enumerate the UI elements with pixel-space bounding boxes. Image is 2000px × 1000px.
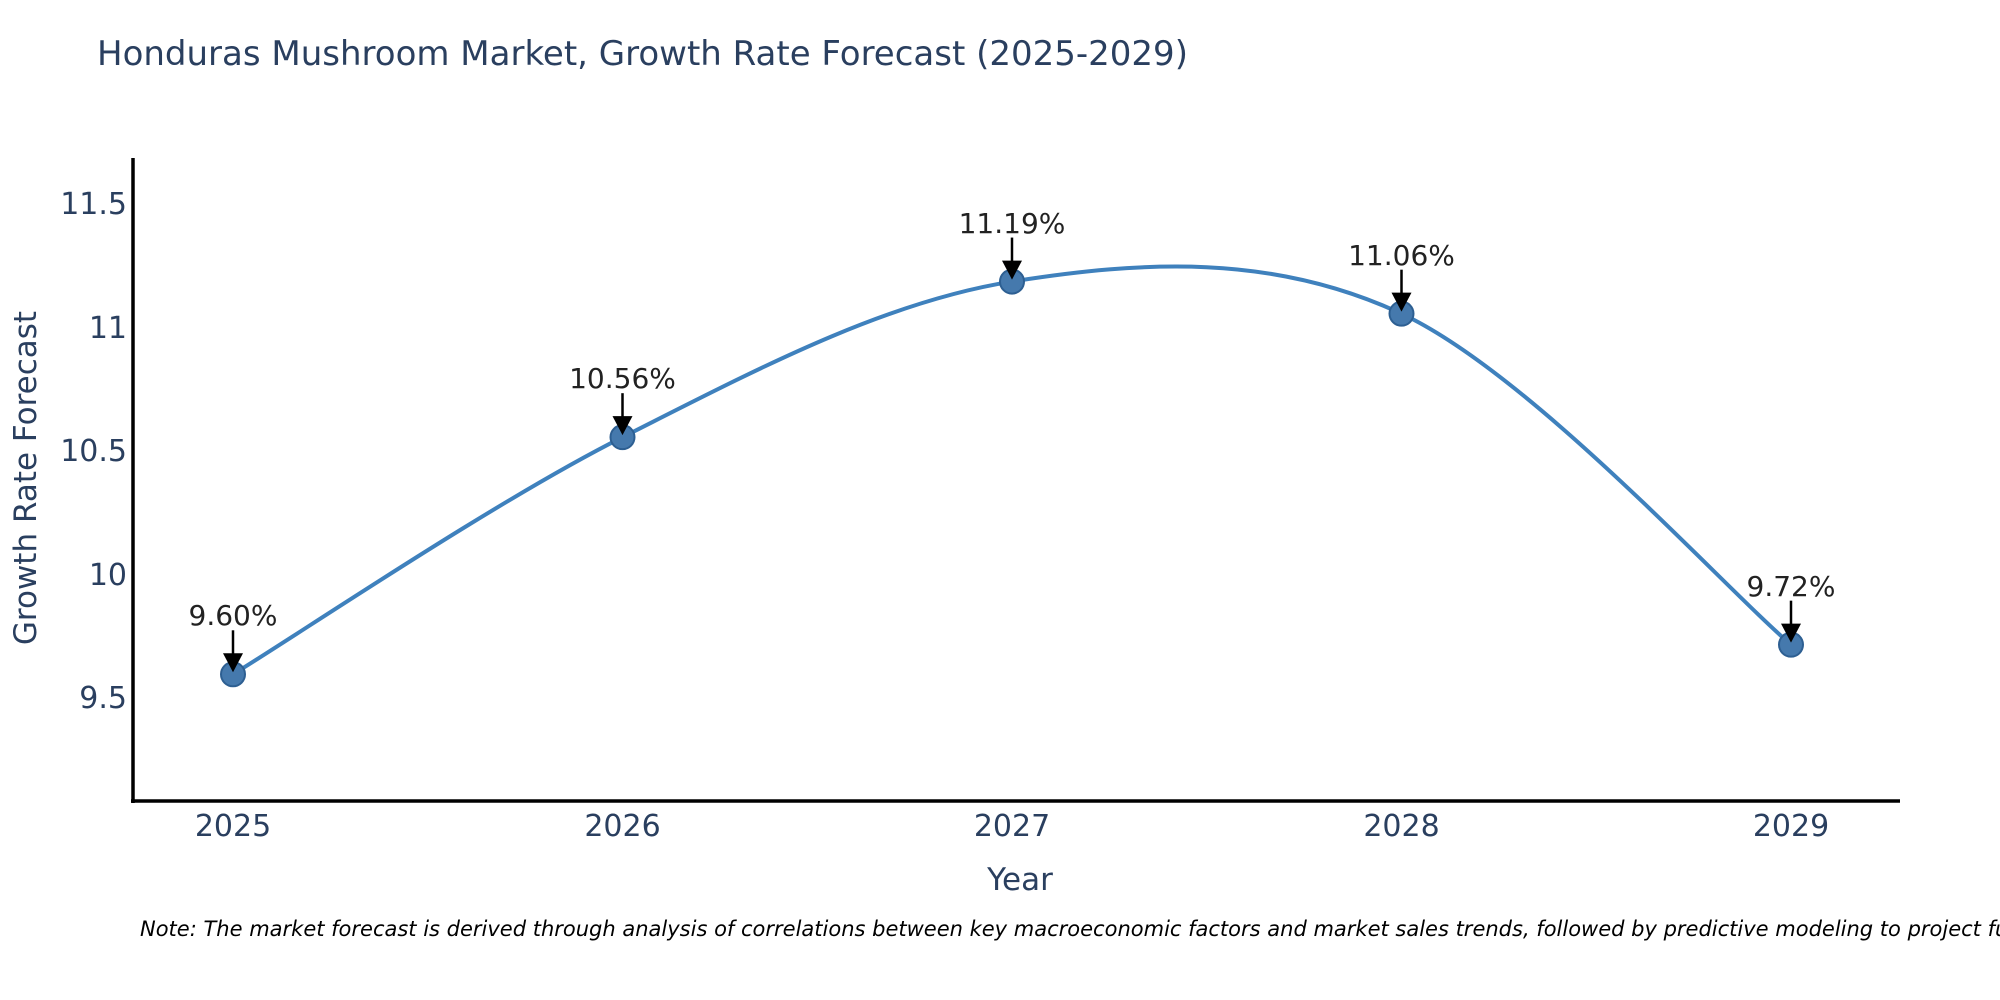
y-tick-label-9.5: 9.5 <box>79 681 127 716</box>
point-annotation-2025: 9.60% <box>188 599 278 633</box>
annotation-arrowhead-icon <box>612 416 633 436</box>
forecast-spline-line <box>231 264 1793 677</box>
x-tick-label-2029: 2029 <box>1752 809 1830 844</box>
x-axis-title: Year <box>987 862 1053 898</box>
point-annotation-2028: 11.06% <box>1348 238 1455 272</box>
annotation-arrowhead-icon <box>223 653 243 673</box>
y-tick-label-10.5: 10.5 <box>60 434 127 469</box>
x-tick-label-2026: 2026 <box>584 809 661 844</box>
chart-title: Honduras Mushroom Market, Growth Rate Fo… <box>97 34 1188 74</box>
y-tick-label-10: 10 <box>88 557 127 593</box>
annotation-arrowhead-icon <box>1391 292 1412 312</box>
x-tick-label-2027: 2027 <box>973 809 1051 844</box>
point-annotation-2027: 11.19% <box>958 206 1066 240</box>
point-annotation-2029: 9.72% <box>1746 569 1836 603</box>
footnote: Note: The market forecast is derived thr… <box>140 917 2000 941</box>
x-tick-label-2028: 2028 <box>1363 809 1440 844</box>
y-tick-label-11.5: 11.5 <box>60 187 127 222</box>
y-axis-title: Growth Rate Forecast <box>8 310 44 646</box>
y-tick-label-11: 11 <box>88 310 127 346</box>
annotation-arrowhead-icon <box>1002 260 1022 280</box>
x-tick-label-2025: 2025 <box>194 809 272 844</box>
annotation-arrowhead-icon <box>1781 623 1801 643</box>
point-annotation-2026: 10.56% <box>569 362 676 396</box>
